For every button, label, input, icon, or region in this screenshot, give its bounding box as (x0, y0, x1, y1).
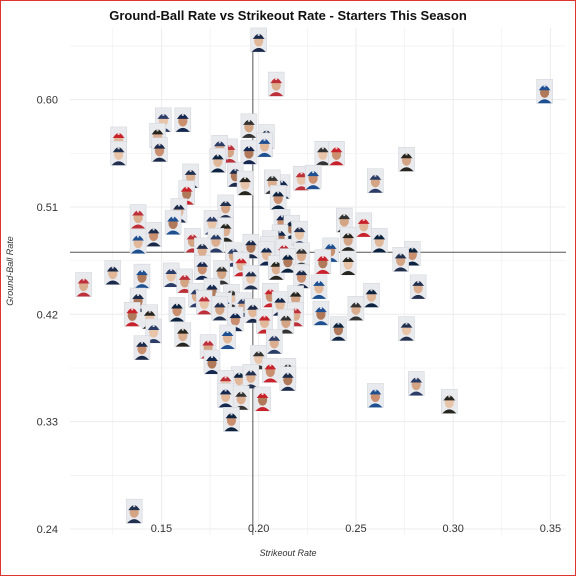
y-tick-label: 0.51 (37, 202, 58, 214)
player-headshot-icon (265, 329, 283, 354)
y-tick-label: 0.60 (37, 95, 58, 107)
y-tick-label: 0.24 (37, 524, 58, 536)
y-axis-label: Ground-Ball Rate (5, 236, 15, 306)
player-headshot-icon (330, 316, 347, 341)
player-headshot-icon (125, 498, 143, 524)
player-headshot-icon (347, 296, 365, 321)
player-headshot-icon (277, 309, 295, 334)
player-headshot-icon (367, 383, 384, 408)
player-headshot-icon (328, 141, 345, 166)
x-axis-ticks: 0.15 0.20 0.25 0.30 0.35 (151, 523, 561, 535)
player-headshot-icon (310, 274, 328, 300)
chart-title: Ground-Ball Rate vs Strikeout Rate - Sta… (109, 8, 467, 23)
player-headshot-icon (194, 255, 211, 281)
player-headshot-icon (195, 290, 213, 315)
player-headshot-icon (304, 164, 322, 190)
player-headshot-icon (267, 71, 285, 97)
player-headshot-icon (363, 282, 380, 308)
player-headshot-icon (232, 385, 250, 411)
player-headshot-icon (145, 222, 162, 247)
player-headshot-icon (279, 366, 297, 391)
player-headshot-icon (398, 316, 415, 341)
player-headshot-icon (174, 322, 192, 347)
player-headshot-icon (314, 141, 332, 166)
player-headshot-icon (291, 220, 308, 246)
player-headshot-icon (129, 229, 147, 254)
player-headshot-icon (133, 335, 151, 360)
player-headshot-icon (293, 242, 310, 267)
player-headshot-icon (242, 364, 260, 389)
player-headshot-icon (240, 139, 258, 165)
x-tick-label: 0.20 (248, 523, 269, 535)
y-tick-label: 0.33 (37, 417, 58, 429)
player-headshot-icon (209, 148, 227, 173)
player-headshot-icon (104, 260, 122, 285)
player-headshot-icon (203, 349, 221, 375)
player-headshot-icon (536, 78, 553, 104)
player-headshot-icon (129, 204, 147, 229)
player-headshot-icon (164, 210, 182, 235)
player-headshot-icon (293, 263, 310, 289)
player-headshot-icon (217, 194, 234, 220)
player-headshot-icon (123, 302, 141, 327)
player-headshot-icon (174, 107, 192, 133)
player-headshot-icon (219, 324, 236, 350)
player-headshot-icon (441, 389, 458, 414)
player-headshot-icon (279, 248, 297, 273)
player-headshot-icon (392, 247, 409, 272)
player-headshot-icon (75, 272, 92, 297)
data-points (75, 27, 553, 524)
x-tick-label: 0.30 (442, 523, 463, 535)
player-headshot-icon (240, 113, 258, 139)
player-headshot-icon (339, 226, 357, 252)
player-headshot-icon (162, 262, 180, 288)
player-headshot-icon (371, 228, 388, 253)
player-headshot-icon (256, 309, 273, 334)
x-tick-label: 0.25 (345, 523, 366, 535)
player-headshot-icon (269, 185, 287, 210)
player-headshot-icon (168, 297, 186, 322)
player-headshot-icon (236, 170, 254, 196)
x-tick-label: 0.35 (540, 523, 561, 535)
player-headshot-icon (223, 407, 240, 432)
player-headshot-icon (312, 300, 330, 326)
player-headshot-icon (133, 263, 151, 289)
player-headshot-icon (367, 168, 384, 193)
player-headshot-icon (250, 27, 267, 53)
y-tick-label: 0.42 (37, 309, 58, 321)
player-headshot-icon (211, 296, 229, 321)
player-headshot-icon (151, 137, 168, 162)
player-headshot-icon (110, 141, 127, 166)
x-axis-label: Strikeout Rate (259, 548, 317, 558)
x-tick-label: 0.15 (151, 523, 172, 535)
player-headshot-icon (262, 358, 279, 383)
player-headshot-icon (409, 274, 427, 300)
player-headshot-icon (242, 265, 260, 290)
player-headshot-icon (254, 386, 271, 412)
y-axis-ticks: 0.24 0.33 0.42 0.51 0.60 (37, 95, 58, 536)
player-headshot-icon (407, 371, 425, 396)
player-headshot-icon (207, 228, 225, 253)
player-headshot-icon (339, 250, 357, 276)
player-headshot-icon (256, 132, 273, 158)
player-headshot-icon (217, 383, 234, 408)
player-headshot-icon (355, 212, 372, 238)
player-headshot-icon (398, 146, 415, 172)
player-headshot-icon (314, 249, 332, 275)
